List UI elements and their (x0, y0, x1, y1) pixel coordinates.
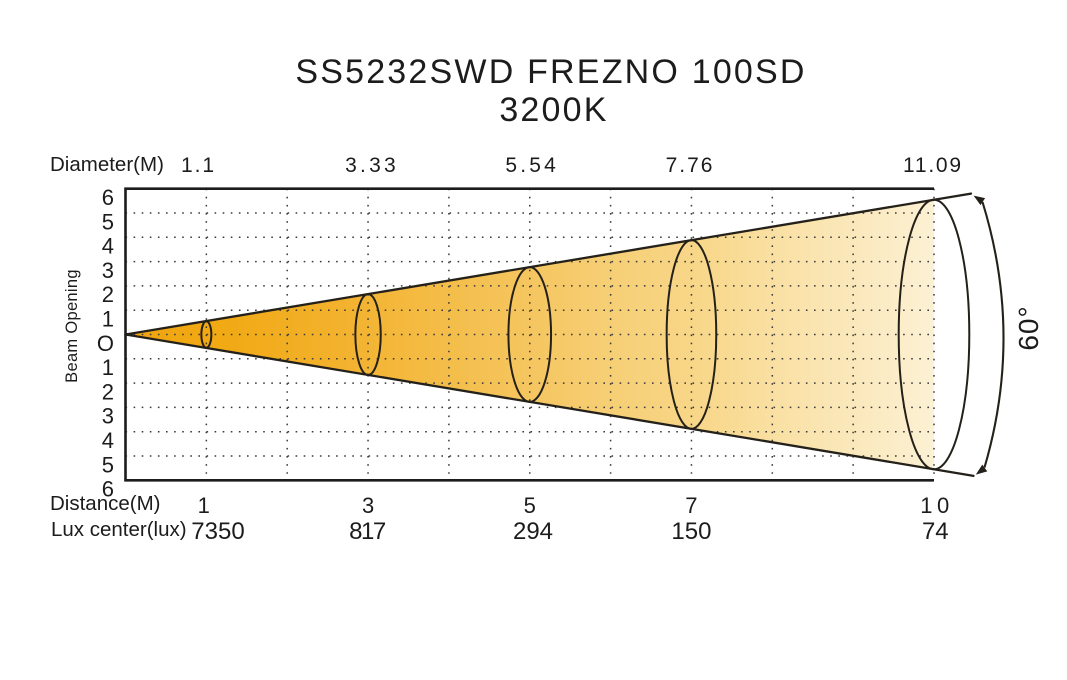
svg-text:150: 150 (671, 518, 711, 545)
svg-text:3: 3 (362, 493, 374, 518)
svg-text:60°: 60° (1013, 305, 1044, 350)
svg-text:817: 817 (349, 518, 386, 545)
svg-text:1.1: 1.1 (181, 154, 216, 177)
svg-text:Distance(M): Distance(M) (50, 492, 161, 515)
svg-text:10: 10 (920, 493, 953, 518)
svg-text:5: 5 (524, 493, 536, 518)
svg-text:Lux center(lux): Lux center(lux) (51, 518, 187, 541)
svg-text:5: 5 (102, 209, 114, 234)
svg-text:7350: 7350 (191, 518, 244, 545)
svg-text:O: O (97, 331, 114, 356)
svg-text:1: 1 (198, 493, 210, 518)
svg-text:3: 3 (102, 258, 114, 283)
svg-text:1: 1 (102, 307, 114, 332)
svg-text:7: 7 (685, 493, 697, 518)
svg-text:3: 3 (102, 404, 114, 429)
svg-text:2: 2 (102, 282, 114, 307)
svg-text:4: 4 (102, 428, 114, 453)
svg-text:74: 74 (922, 518, 949, 545)
svg-text:294: 294 (513, 518, 553, 545)
svg-text:Beam Opening: Beam Opening (63, 269, 81, 383)
svg-text:3200K: 3200K (499, 91, 608, 129)
svg-text:1: 1 (102, 355, 114, 380)
svg-text:6: 6 (102, 185, 114, 210)
svg-text:Diameter(M): Diameter(M) (50, 153, 164, 176)
svg-text:6: 6 (102, 477, 114, 502)
svg-text:2: 2 (102, 379, 114, 404)
svg-text:5: 5 (102, 452, 114, 477)
svg-text:SS5232SWD FREZNO 100SD: SS5232SWD FREZNO 100SD (295, 53, 806, 91)
svg-text:11.09: 11.09 (903, 154, 963, 177)
svg-text:5.54: 5.54 (505, 154, 559, 177)
svg-text:7.76: 7.76 (666, 154, 715, 177)
svg-text:3.33: 3.33 (345, 154, 399, 177)
svg-text:4: 4 (102, 234, 114, 259)
